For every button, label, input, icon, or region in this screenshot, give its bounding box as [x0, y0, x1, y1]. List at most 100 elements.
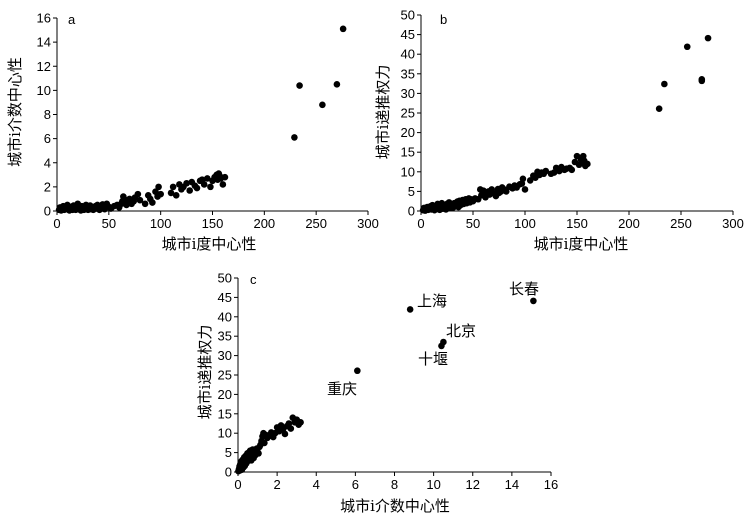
y-tick-label: 15	[218, 406, 232, 421]
data-point	[568, 166, 576, 174]
panel-a-label: a	[68, 12, 76, 27]
data-point	[221, 173, 229, 181]
data-point	[296, 82, 303, 89]
data-point	[584, 160, 591, 168]
panel-b-xlabel: 城市i度中心性	[534, 235, 629, 253]
y-tick-label: 0	[44, 204, 51, 219]
y-tick-label: 25	[218, 368, 232, 383]
y-tick-label: 25	[401, 106, 415, 121]
data-point	[661, 80, 668, 88]
data-point	[573, 152, 581, 160]
data-point	[655, 105, 663, 112]
x-tick-label: 150	[202, 216, 224, 231]
panel-c-xlabel: 城市i介数中心性	[340, 497, 450, 515]
y-tick-label: 15	[401, 145, 415, 160]
data-point	[530, 297, 537, 305]
y-tick-label: 50	[401, 8, 415, 23]
x-tick-label: 4	[313, 477, 320, 492]
x-tick-label: 12	[466, 477, 480, 492]
data-point	[698, 77, 706, 85]
data-point	[521, 186, 529, 193]
x-tick-label: 50	[102, 216, 116, 231]
x-tick-label: 100	[150, 216, 172, 231]
y-tick-label: 10	[218, 426, 232, 441]
x-tick-label: 2	[274, 477, 281, 492]
x-tick-label: 0	[417, 216, 424, 231]
y-tick-label: 40	[401, 47, 415, 62]
y-tick-label: 14	[37, 35, 51, 50]
data-point	[141, 200, 149, 208]
data-point	[339, 25, 347, 33]
x-tick-label: 150	[566, 216, 588, 231]
data-point	[406, 306, 414, 313]
panel-c-label: c	[250, 272, 257, 287]
y-tick-label: 2	[44, 179, 51, 194]
x-tick-label: 200	[253, 216, 275, 231]
data-point	[297, 419, 304, 426]
y-tick-label: 40	[218, 309, 232, 324]
data-point	[155, 183, 162, 191]
data-point	[186, 187, 193, 194]
data-point	[157, 190, 164, 198]
data-point	[136, 196, 144, 204]
panel-b-label: b	[440, 12, 447, 27]
y-tick-label: 16	[37, 11, 51, 26]
y-tick-label: 10	[37, 83, 51, 98]
x-tick-label: 16	[544, 477, 558, 492]
x-tick-label: 10	[426, 477, 440, 492]
data-point	[204, 175, 211, 182]
data-point	[281, 430, 289, 438]
data-point	[219, 181, 227, 188]
data-point	[200, 181, 208, 188]
panel-b-ylabel: 城市i递推权力	[374, 65, 392, 160]
x-tick-label: 100	[514, 216, 536, 231]
data-point	[440, 338, 447, 346]
data-point	[134, 190, 142, 198]
y-tick-label: 30	[401, 86, 415, 101]
data-point	[167, 189, 175, 197]
x-tick-label: 300	[722, 216, 744, 231]
data-point	[333, 81, 341, 88]
y-tick-label: 8	[44, 107, 51, 122]
y-tick-label: 45	[218, 290, 232, 305]
data-point	[704, 34, 712, 42]
y-tick-label: 12	[37, 59, 51, 74]
panel-c-ylabel: 城市i递推权力	[196, 325, 214, 420]
panel-a-xlabel: 城市i度中心性	[162, 235, 257, 253]
data-point	[502, 188, 510, 195]
panel-c: c 城市i介数中心性 城市i递推权力 长春 上海 北京 十堰 重庆 0 2 4 6 8 1…	[196, 271, 558, 516]
x-tick-label: 0	[234, 477, 241, 492]
data-point	[149, 199, 156, 206]
y-tick-label: 35	[218, 329, 232, 344]
y-tick-label: 20	[401, 125, 415, 140]
annotation-changchun: 长春	[509, 280, 539, 298]
data-point	[519, 175, 527, 183]
panel-a-ylabel: 城市i介数中心性	[6, 57, 24, 167]
x-tick-label: 250	[670, 216, 692, 231]
data-point	[542, 167, 550, 175]
data-point	[207, 183, 214, 191]
y-tick-label: 4	[44, 155, 51, 170]
annotation-shanghai: 上海	[417, 292, 447, 310]
data-point	[183, 179, 190, 187]
annotation-chongqing: 重庆	[327, 380, 357, 398]
x-tick-label: 14	[505, 477, 519, 492]
x-tick-label: 6	[352, 477, 359, 492]
x-tick-label: 8	[391, 477, 398, 492]
x-tick-label: 200	[618, 216, 640, 231]
data-point	[354, 367, 361, 375]
y-tick-label: 0	[408, 204, 415, 219]
data-point	[193, 184, 201, 192]
data-point	[261, 439, 268, 447]
y-tick-label: 0	[225, 465, 232, 480]
panel-a: a 城市i度中心性 城市i介数中心性 0 50 100 150 200 250 300 0 2 4…	[6, 11, 379, 254]
data-point	[287, 425, 295, 432]
data-point	[291, 134, 298, 141]
panel-b: b 城市i度中心性 城市i递推权力 0 50 100 150 200 250 300 0 5 10…	[374, 8, 744, 254]
annotation-beijing: 北京	[446, 322, 476, 340]
x-tick-label: 300	[357, 216, 379, 231]
data-point	[319, 101, 326, 109]
y-tick-label: 45	[401, 27, 415, 42]
data-point	[526, 177, 534, 184]
